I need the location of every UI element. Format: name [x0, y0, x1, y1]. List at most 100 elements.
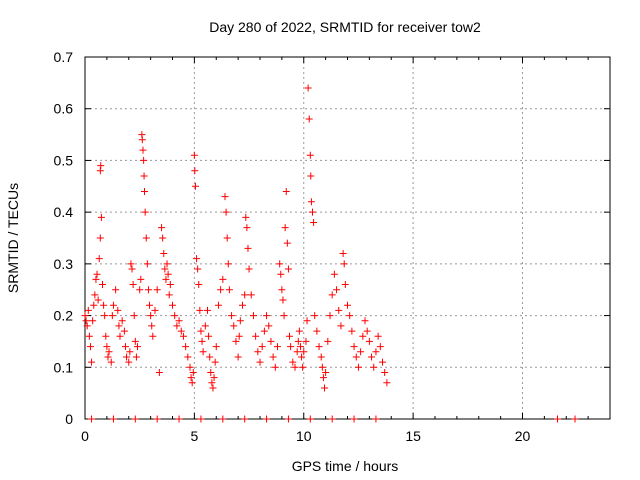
data-point	[571, 415, 579, 423]
data-point	[321, 384, 329, 392]
data-point	[348, 327, 356, 335]
data-point	[361, 317, 369, 325]
data-point	[86, 343, 94, 351]
y-tick-labels: 0 0.1 0.2 0.3 0.4 0.5 0.6 0.7	[54, 49, 74, 427]
data-point	[289, 358, 297, 366]
data-point	[217, 286, 225, 294]
data-point	[107, 358, 115, 366]
y-tick-label: 0.5	[54, 152, 74, 168]
data-point	[322, 368, 330, 376]
data-point	[299, 363, 307, 371]
data-point	[352, 353, 360, 361]
data-point	[90, 301, 98, 309]
data-point	[116, 332, 124, 340]
x-tick-label: 10	[296, 428, 312, 444]
data-point	[282, 187, 290, 195]
data-point	[179, 332, 187, 340]
data-point	[197, 327, 205, 335]
data-point	[120, 327, 128, 335]
data-point	[235, 332, 243, 340]
chart-title: Day 280 of 2022, SRMTID for receiver tow…	[209, 19, 481, 35]
data-point	[175, 317, 183, 325]
data-point	[337, 322, 345, 330]
data-point	[294, 337, 302, 345]
data-point	[84, 306, 92, 314]
data-point	[83, 322, 91, 330]
data-point	[318, 363, 326, 371]
data-point	[319, 374, 327, 382]
data-point	[151, 306, 159, 314]
data-point	[163, 260, 171, 268]
data-point	[330, 270, 338, 278]
data-point	[263, 312, 271, 320]
data-point	[129, 281, 137, 289]
data-point	[207, 368, 215, 376]
data-point	[126, 348, 134, 356]
data-point	[210, 374, 218, 382]
data-point	[85, 332, 93, 340]
data-point	[313, 327, 321, 335]
data-point	[295, 327, 303, 335]
data-point	[249, 312, 257, 320]
data-point	[303, 317, 311, 325]
data-point	[247, 291, 255, 299]
data-point	[91, 291, 99, 299]
data-point	[228, 312, 236, 320]
data-point	[284, 415, 292, 423]
data-point	[177, 327, 185, 335]
data-point	[159, 234, 167, 242]
data-point	[201, 322, 209, 330]
data-point	[198, 337, 206, 345]
data-point	[372, 348, 380, 356]
data-point	[267, 337, 275, 345]
data-point	[102, 332, 110, 340]
data-point	[324, 337, 332, 345]
data-point	[221, 193, 229, 201]
data-point	[311, 312, 319, 320]
data-point	[153, 286, 161, 294]
data-point	[260, 327, 268, 335]
data-point	[241, 415, 249, 423]
data-point	[254, 348, 262, 356]
data-point	[164, 270, 172, 278]
data-point	[335, 306, 343, 314]
data-point	[134, 343, 141, 351]
data-point	[148, 322, 156, 330]
data-point	[99, 281, 106, 289]
data-point	[222, 208, 230, 216]
data-point	[165, 291, 173, 299]
data-point	[140, 172, 148, 180]
data-point	[554, 415, 561, 423]
data-point	[379, 358, 386, 366]
data-point	[194, 265, 202, 273]
data-point	[306, 415, 314, 423]
data-point	[304, 84, 312, 92]
data-point	[127, 260, 135, 268]
data-point	[130, 312, 138, 320]
x-tick-label: 0	[81, 428, 89, 444]
data-point	[307, 172, 315, 180]
data-point	[153, 415, 161, 423]
data-point	[171, 312, 179, 320]
data-point	[82, 317, 90, 325]
data-point	[173, 322, 181, 330]
data-point	[94, 296, 102, 304]
data-point	[298, 353, 306, 361]
data-point	[224, 260, 232, 268]
data-point	[209, 384, 217, 392]
data-point	[92, 275, 100, 283]
data-point	[105, 348, 113, 356]
data-point	[88, 415, 96, 423]
data-points	[81, 84, 579, 423]
data-point	[287, 343, 295, 351]
data-point	[274, 343, 281, 351]
data-point	[103, 343, 111, 351]
data-point	[125, 358, 133, 366]
y-tick-label: 0.7	[54, 49, 74, 65]
data-point	[277, 270, 285, 278]
data-point	[155, 368, 163, 376]
data-point	[286, 332, 294, 340]
data-point	[328, 291, 336, 299]
data-point	[243, 224, 251, 232]
data-point	[359, 332, 367, 340]
